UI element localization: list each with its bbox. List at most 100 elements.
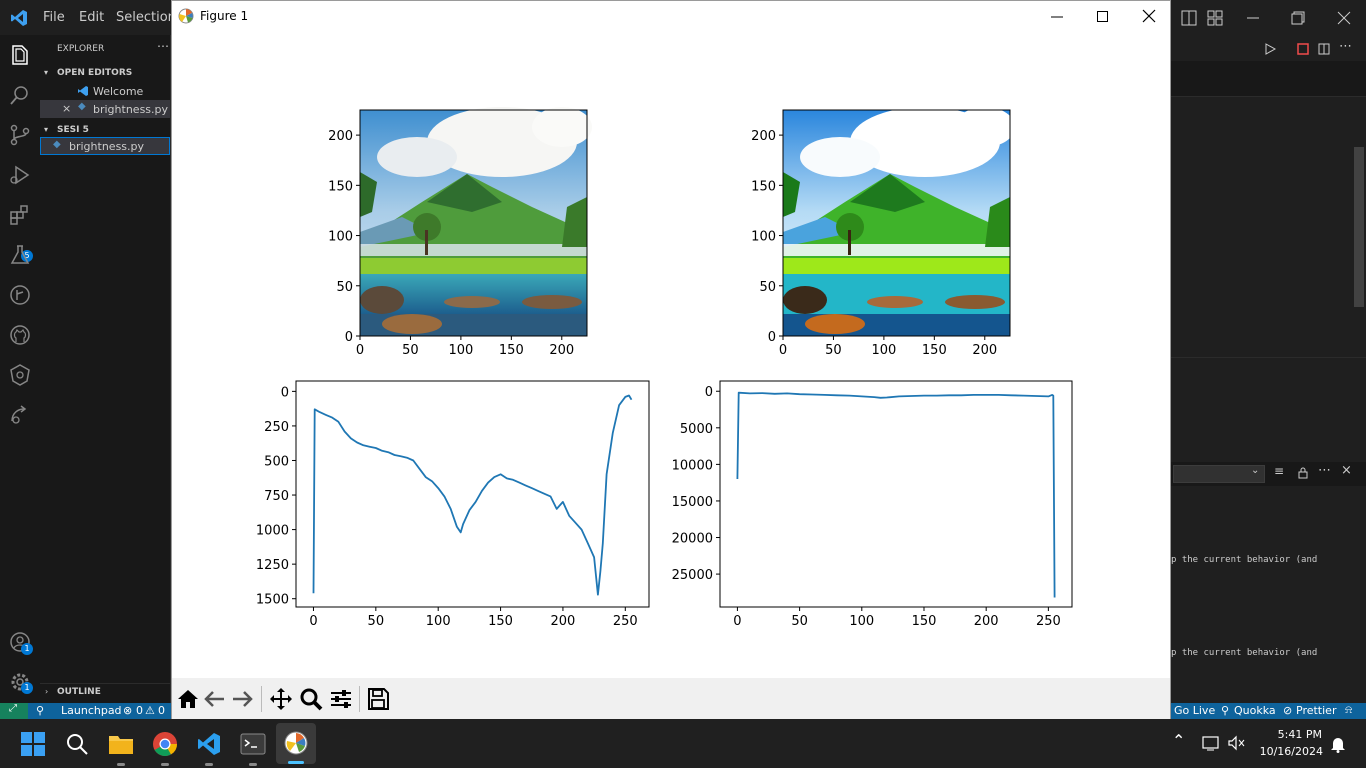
folder-header[interactable]: SESI 5 <box>57 125 89 135</box>
figure-titlebar[interactable]: Figure 1 <box>172 1 1170 32</box>
remote-indicator[interactable]: ⤢ <box>0 703 28 719</box>
x-tick-label: 250 <box>1036 614 1061 629</box>
menu-edit[interactable]: Edit <box>79 10 105 25</box>
more-actions-icon[interactable]: ⋯ <box>1339 39 1352 54</box>
search-icon[interactable] <box>65 732 89 756</box>
customize-layout-icon[interactable] <box>1207 10 1223 26</box>
accounts-badge: 1 <box>21 643 33 655</box>
file-explorer-icon[interactable] <box>108 732 134 756</box>
quokka-status[interactable]: Quokka <box>1234 704 1276 717</box>
close-panel-icon[interactable]: × <box>1341 463 1352 478</box>
chevron-right-icon[interactable]: › <box>45 687 49 696</box>
explorer-title: EXPLORER <box>57 44 105 54</box>
python-file-icon: ◆ <box>78 101 86 112</box>
running-indicator <box>117 763 125 766</box>
terminal-text: p the current behavior (and <box>1171 648 1318 658</box>
minimize-icon[interactable] <box>1245 10 1261 26</box>
y-tick-label: 0 <box>281 385 289 400</box>
network-icon[interactable] <box>1202 735 1220 751</box>
figure-canvas[interactable]: 0 50 100 150 200 0 50 100 150 200 0 50 100 150 200 0 50 1… <box>172 32 1170 678</box>
open-editor-welcome[interactable]: Welcome <box>93 85 144 98</box>
terminal-icon[interactable] <box>240 732 266 756</box>
close-icon[interactable] <box>1336 10 1352 26</box>
scrollbar[interactable] <box>1354 147 1364 307</box>
y-tick-label: 0 <box>705 385 713 400</box>
notifications-bell-icon[interactable] <box>1330 735 1346 753</box>
matplotlib-taskbar-button[interactable] <box>276 723 316 764</box>
back-arrow-icon[interactable] <box>203 687 227 711</box>
y-tick-label: 100 <box>328 230 353 245</box>
pan-move-icon[interactable] <box>269 687 293 711</box>
x-tick-label: 200 <box>972 343 997 358</box>
y-tick-label: 200 <box>328 129 353 144</box>
stop-icon[interactable] <box>1297 43 1309 55</box>
clock-date[interactable]: 10/16/2024 <box>1259 745 1323 758</box>
save-floppy-icon[interactable] <box>366 687 390 711</box>
menu-selection[interactable]: Selection <box>116 10 176 25</box>
home-icon[interactable] <box>176 687 200 711</box>
configure-subplots-icon[interactable] <box>329 687 353 711</box>
chevron-down-icon[interactable]: ▾ <box>44 68 49 77</box>
prettier-status[interactable]: Prettier <box>1296 704 1337 717</box>
problems-count[interactable]: 0 <box>136 704 143 717</box>
y-tick-label: 0 <box>768 330 776 345</box>
zoom-magnifier-icon[interactable] <box>299 687 323 711</box>
landscape-image-brightened <box>783 107 1015 336</box>
restore-icon[interactable] <box>1290 10 1306 26</box>
search-icon[interactable] <box>8 83 32 107</box>
close-editor-icon[interactable]: × <box>62 102 72 115</box>
panel-header: ⌄ ≡ ⋯ × <box>1171 462 1366 486</box>
toggle-panel-icon[interactable] <box>1181 10 1197 26</box>
chevron-down-icon[interactable]: ▾ <box>44 125 49 134</box>
lock-icon[interactable] <box>1297 467 1309 479</box>
outline-header[interactable]: OUTLINE <box>57 687 101 697</box>
more-actions-icon[interactable]: ⋯ <box>1318 463 1331 478</box>
file-item-brightness[interactable]: ◆ brightness.py <box>40 137 170 155</box>
windows-start-icon[interactable] <box>21 732 45 756</box>
golive-status[interactable]: Go Live <box>1174 704 1216 717</box>
github-icon[interactable] <box>8 323 32 347</box>
git-graph-icon[interactable] <box>8 283 32 307</box>
open-editor-selected[interactable]: × ◆ brightness.py <box>40 100 170 118</box>
open-editors-header[interactable]: OPEN EDITORS <box>57 68 133 78</box>
x-tick-label: 0 <box>356 343 364 358</box>
open-editor-brightness[interactable]: brightness.py <box>93 103 169 116</box>
y-tick-label: 0 <box>345 330 353 345</box>
split-editor-icon[interactable] <box>1318 43 1330 55</box>
terminal-select[interactable] <box>1173 465 1265 483</box>
toolbar-separator <box>261 686 262 712</box>
figure-window: Figure 1 <box>171 0 1171 719</box>
testing-icon[interactable] <box>8 243 32 267</box>
source-control-icon[interactable] <box>8 123 32 147</box>
run-icon[interactable] <box>1264 43 1276 55</box>
warnings-count[interactable]: 0 <box>158 704 165 717</box>
chevron-down-icon[interactable]: ⌄ <box>1251 465 1260 476</box>
run-debug-icon[interactable] <box>8 163 32 187</box>
menu-file[interactable]: File <box>43 10 65 25</box>
explorer-icon[interactable] <box>8 43 32 67</box>
y-tick-label: 1000 <box>256 524 289 539</box>
y-tick-label: 200 <box>751 129 776 144</box>
forward-arrow-icon[interactable] <box>230 687 254 711</box>
launchpad-status[interactable]: Launchpad <box>61 704 122 717</box>
maximize-icon[interactable] <box>1096 10 1110 24</box>
minimize-icon[interactable] <box>1050 10 1064 24</box>
python-file-icon: ◆ <box>53 139 61 150</box>
remote-explorer-icon[interactable] <box>8 403 32 427</box>
extensions-icon[interactable] <box>8 203 32 227</box>
chevron-up-icon[interactable]: ⌃ <box>1172 731 1186 750</box>
kubernetes-icon[interactable] <box>8 363 32 387</box>
volume-muted-icon[interactable] <box>1228 735 1246 751</box>
y-tick-label: 1250 <box>256 558 289 573</box>
notifications-bell-icon[interactable]: ⍾ <box>1345 703 1353 716</box>
close-icon[interactable] <box>1142 9 1156 23</box>
divider <box>1171 357 1366 358</box>
axes-frame <box>295 380 650 608</box>
clear-output-icon[interactable]: ≡ <box>1274 464 1285 478</box>
vscode-taskbar-icon[interactable] <box>197 732 221 756</box>
chrome-icon[interactable] <box>152 731 178 757</box>
more-actions-icon[interactable]: ⋯ <box>157 39 169 53</box>
axes-frame <box>359 109 588 337</box>
figure-toolbar <box>172 678 1170 719</box>
clock-time[interactable]: 5:41 PM <box>1277 728 1322 741</box>
